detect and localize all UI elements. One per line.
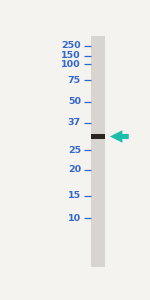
Text: 20: 20 (68, 165, 81, 174)
Text: 100: 100 (61, 60, 81, 69)
Text: 15: 15 (68, 191, 81, 200)
Text: 10: 10 (68, 214, 81, 223)
Text: 75: 75 (68, 76, 81, 85)
Text: 25: 25 (68, 146, 81, 155)
Bar (91, 36, 105, 267)
Text: 37: 37 (68, 118, 81, 127)
Text: 50: 50 (68, 97, 81, 106)
Text: 250: 250 (61, 41, 81, 50)
Bar (91, 134, 105, 139)
Text: 150: 150 (61, 51, 81, 60)
